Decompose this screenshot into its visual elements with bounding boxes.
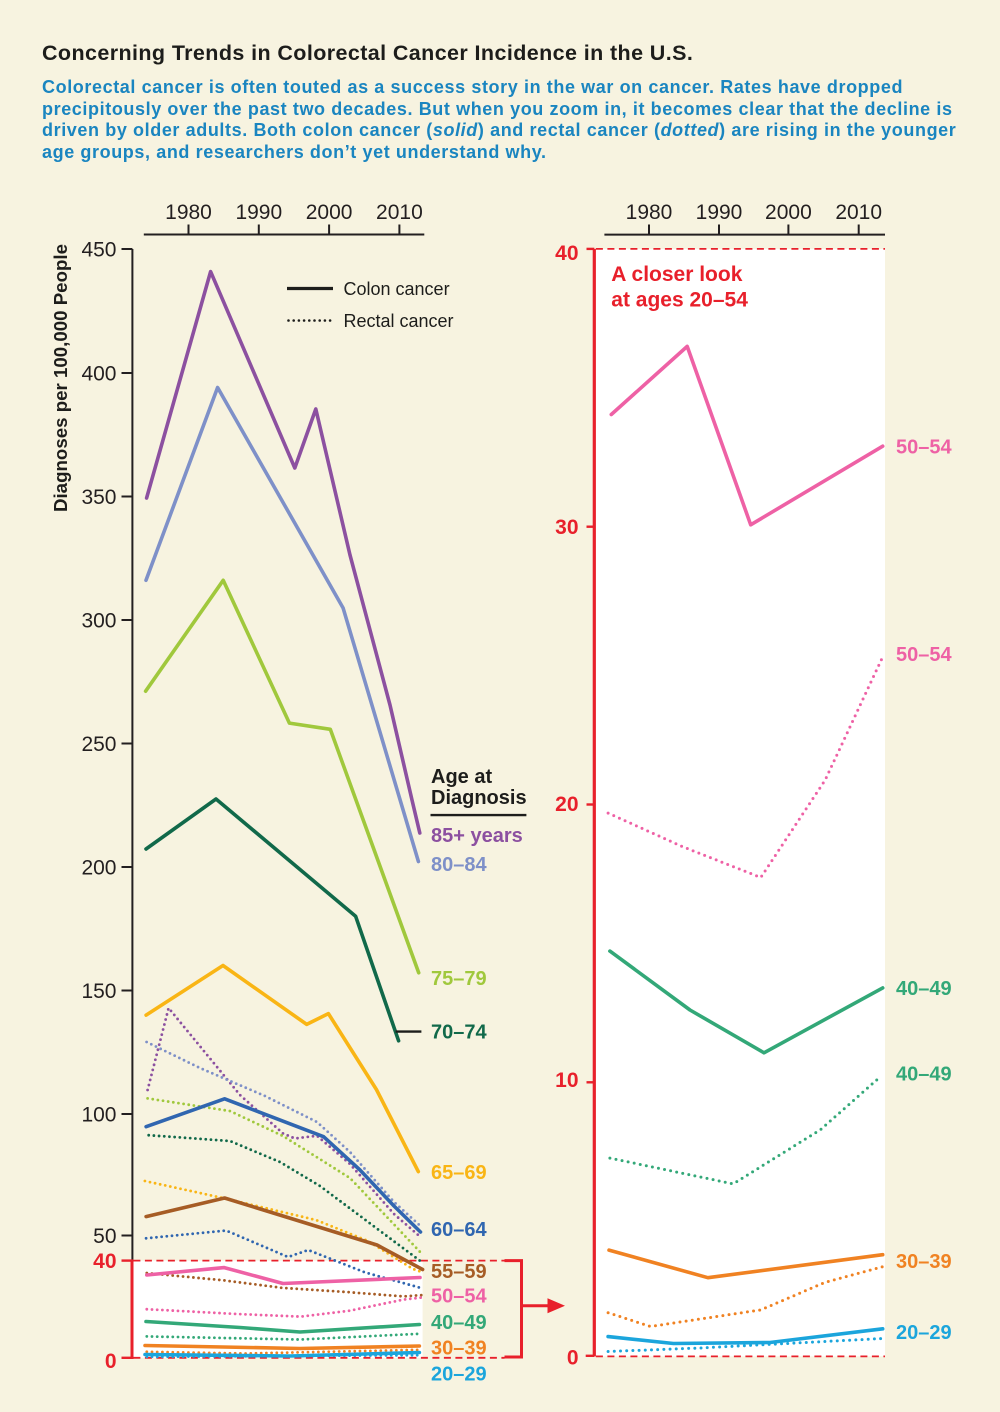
svg-text:40–49: 40–49 xyxy=(896,978,952,1000)
svg-text:20: 20 xyxy=(555,793,578,816)
svg-text:20–29: 20–29 xyxy=(431,1364,487,1386)
svg-text:450: 450 xyxy=(81,239,116,262)
svg-text:30: 30 xyxy=(555,516,578,539)
svg-text:2000: 2000 xyxy=(306,201,353,224)
svg-text:2010: 2010 xyxy=(835,201,882,224)
svg-text:300: 300 xyxy=(81,610,116,633)
svg-text:100: 100 xyxy=(81,1104,116,1127)
svg-text:A closer look: A closer look xyxy=(611,263,742,286)
svg-text:20–29: 20–29 xyxy=(896,1322,952,1344)
svg-text:40: 40 xyxy=(555,242,578,265)
svg-text:200: 200 xyxy=(81,857,116,880)
svg-text:400: 400 xyxy=(81,363,116,386)
svg-text:2010: 2010 xyxy=(376,201,423,224)
svg-text:350: 350 xyxy=(81,486,116,509)
svg-text:70–74: 70–74 xyxy=(431,1022,487,1044)
svg-text:60–64: 60–64 xyxy=(431,1219,487,1241)
svg-text:30–39: 30–39 xyxy=(896,1251,952,1273)
svg-text:55–59: 55–59 xyxy=(431,1261,487,1283)
svg-text:40–49: 40–49 xyxy=(896,1064,952,1086)
svg-text:65–69: 65–69 xyxy=(431,1162,487,1184)
svg-text:2000: 2000 xyxy=(765,201,812,224)
svg-text:50: 50 xyxy=(93,1225,116,1248)
svg-text:Age at: Age at xyxy=(431,766,492,788)
svg-text:80–84: 80–84 xyxy=(431,854,487,876)
svg-text:at ages 20–54: at ages 20–54 xyxy=(611,289,748,312)
svg-text:1980: 1980 xyxy=(165,201,212,224)
svg-text:Diagnosis: Diagnosis xyxy=(431,787,527,809)
svg-text:85+ years: 85+ years xyxy=(431,825,523,847)
svg-text:40: 40 xyxy=(93,1250,116,1273)
svg-text:50–54: 50–54 xyxy=(431,1286,487,1308)
svg-text:10: 10 xyxy=(555,1069,578,1092)
svg-text:50–54: 50–54 xyxy=(896,644,952,666)
svg-text:50–54: 50–54 xyxy=(896,437,952,459)
svg-text:150: 150 xyxy=(81,980,116,1003)
svg-text:1990: 1990 xyxy=(696,201,743,224)
svg-text:0: 0 xyxy=(105,1350,117,1373)
svg-text:250: 250 xyxy=(81,733,116,756)
svg-text:1980: 1980 xyxy=(626,201,673,224)
svg-text:Rectal cancer: Rectal cancer xyxy=(344,311,454,331)
svg-text:40–49: 40–49 xyxy=(431,1312,487,1334)
svg-text:Diagnoses per 100,000 People: Diagnoses per 100,000 People xyxy=(50,244,71,512)
svg-text:1990: 1990 xyxy=(235,201,282,224)
svg-text:30–39: 30–39 xyxy=(431,1338,487,1360)
svg-text:75–79: 75–79 xyxy=(431,968,487,990)
svg-text:Colon cancer: Colon cancer xyxy=(344,279,450,299)
svg-text:0: 0 xyxy=(567,1347,579,1370)
